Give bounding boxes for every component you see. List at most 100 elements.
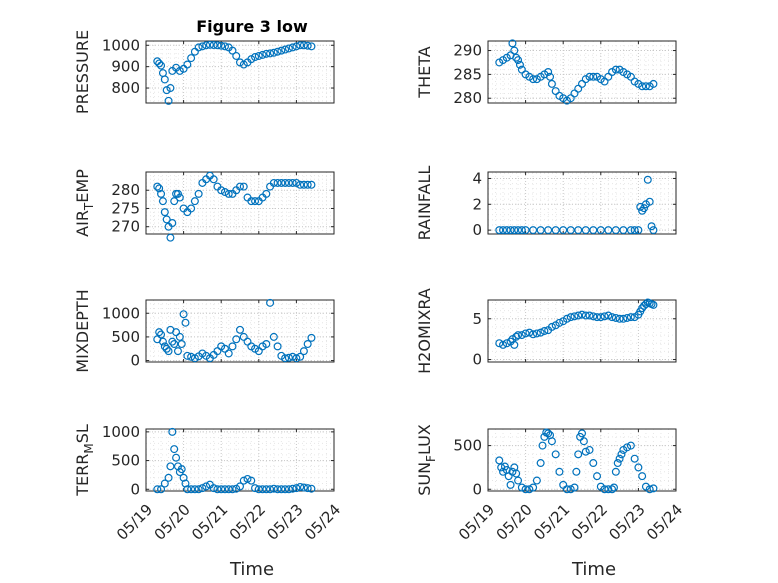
data-point — [170, 197, 179, 206]
data-point — [194, 43, 203, 52]
data-point — [281, 45, 290, 54]
data-point — [514, 226, 523, 235]
data-point — [604, 311, 613, 320]
data-point — [243, 337, 252, 346]
x-tick-label: 05/22 — [568, 501, 611, 544]
data-point — [626, 441, 635, 450]
data-point — [566, 94, 575, 103]
data-point — [155, 59, 164, 68]
data-point — [307, 333, 316, 342]
data-point — [546, 72, 555, 81]
data-point — [258, 50, 267, 59]
data-point — [495, 339, 504, 348]
data-point — [213, 485, 222, 494]
x-tick-label: 05/20 — [493, 501, 536, 544]
data-point — [277, 178, 286, 187]
data-point — [572, 467, 581, 476]
data-point — [544, 67, 553, 76]
data-point — [566, 313, 575, 322]
data-point — [514, 56, 523, 65]
data-point — [284, 353, 293, 362]
data-point — [190, 354, 199, 363]
data-point — [220, 188, 229, 197]
x-tick-label: 05/21 — [530, 501, 573, 544]
data-point — [288, 178, 297, 187]
data-point — [247, 197, 256, 206]
right-column-xlabel: Time — [571, 559, 616, 580]
left-column-xlabel: Time — [229, 559, 274, 580]
data-point — [617, 450, 626, 459]
data-point — [495, 456, 504, 465]
data-point — [547, 322, 556, 331]
data-point — [183, 60, 192, 69]
data-point — [251, 53, 260, 62]
data-point — [593, 313, 602, 322]
data-point — [615, 454, 624, 463]
data-point — [217, 186, 226, 195]
data-point — [288, 43, 297, 52]
data-point — [634, 226, 643, 235]
data-point — [273, 47, 282, 56]
data-point — [559, 480, 568, 489]
data-point — [555, 318, 564, 327]
data-point — [514, 331, 523, 340]
y-axis-label: TERRMSL — [73, 424, 96, 497]
data-point — [570, 312, 579, 321]
data-point — [307, 484, 316, 493]
data-point — [512, 53, 521, 62]
data-point — [155, 328, 164, 337]
data-point — [183, 485, 192, 494]
data-point — [638, 472, 647, 481]
x-tick-label: 05/24 — [301, 501, 344, 544]
data-point — [299, 347, 308, 356]
data-point — [499, 226, 508, 235]
data-point — [514, 476, 523, 485]
data-point — [164, 96, 173, 105]
data-point — [157, 61, 166, 70]
y-axis-label: THETA — [415, 46, 434, 98]
data-point — [155, 184, 164, 193]
data-point — [570, 89, 579, 98]
data-point — [626, 313, 635, 322]
data-point — [281, 178, 290, 187]
data-point — [577, 79, 586, 88]
data-point — [611, 226, 620, 235]
data-point — [153, 182, 162, 191]
data-point — [515, 60, 524, 69]
data-point — [574, 226, 583, 235]
data-point — [164, 347, 173, 356]
data-point — [604, 226, 613, 235]
data-point — [175, 193, 184, 202]
data-point — [170, 340, 179, 349]
axes-box — [145, 299, 335, 363]
data-point — [566, 485, 575, 494]
data-point — [258, 485, 267, 494]
data-point — [611, 65, 620, 74]
data-point — [551, 226, 560, 235]
data-point — [495, 226, 504, 235]
data-point — [641, 82, 650, 91]
data-point — [303, 484, 312, 493]
data-point — [228, 342, 237, 351]
data-point — [529, 75, 538, 84]
x-tick-label: 05/23 — [605, 501, 648, 544]
data-point — [506, 480, 515, 489]
data-point — [574, 311, 583, 320]
y-tick-label: 900 — [111, 58, 140, 76]
data-point — [299, 41, 308, 50]
data-point — [638, 82, 647, 91]
data-point — [589, 459, 598, 468]
y-tick-label: 500 — [111, 452, 140, 470]
y-axis-label: H2OMIXRA — [415, 288, 434, 374]
data-point — [608, 485, 617, 494]
data-point — [194, 189, 203, 198]
data-point — [273, 342, 282, 351]
data-point — [177, 340, 186, 349]
data-point — [600, 312, 609, 321]
data-point — [228, 485, 237, 494]
data-point — [168, 337, 177, 346]
data-point — [623, 313, 632, 322]
data-point — [303, 180, 312, 189]
data-point — [175, 332, 184, 341]
